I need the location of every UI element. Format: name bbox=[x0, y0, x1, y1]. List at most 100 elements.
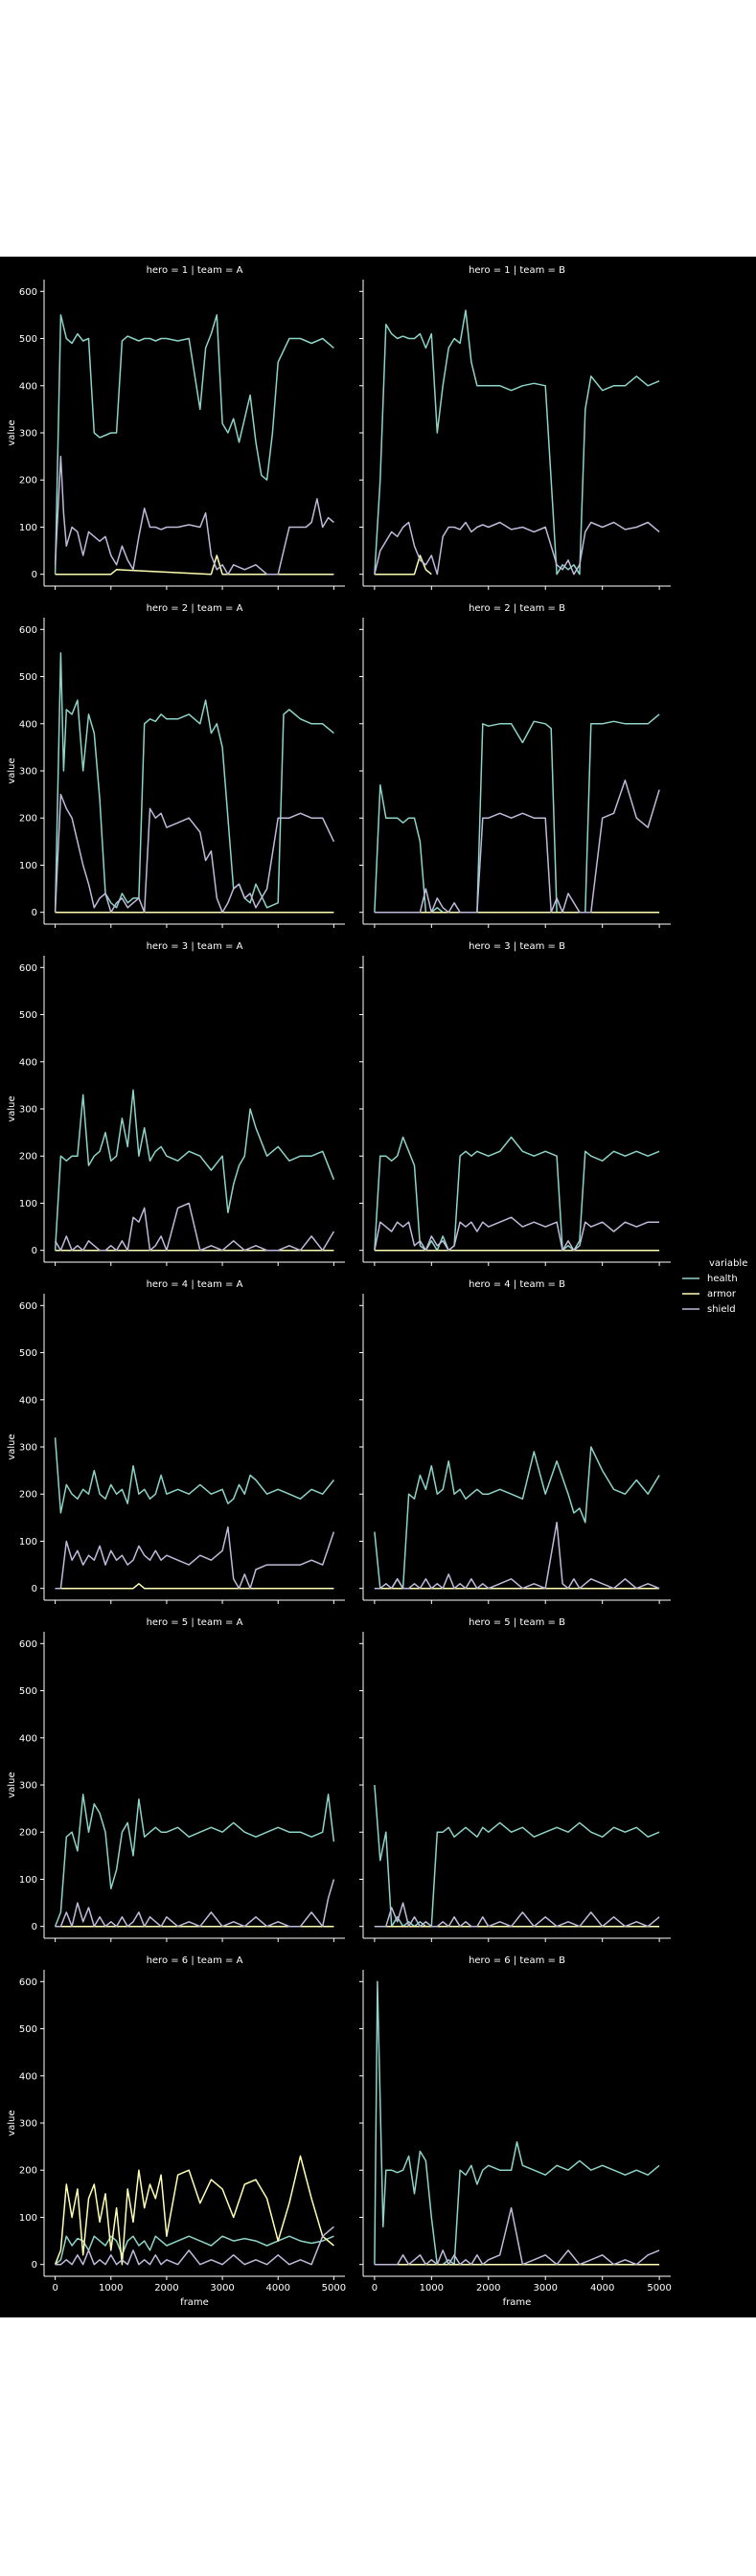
panel-1-B-shield-line bbox=[374, 521, 660, 576]
panel-2-A-shield-line bbox=[54, 793, 335, 914]
panel-3-B-health-line bbox=[374, 1136, 660, 1252]
panel-3-A-title: hero = 3 | team = A bbox=[147, 941, 243, 952]
y-tick-label: 500 bbox=[19, 1010, 37, 1021]
x-tick-label: 3000 bbox=[210, 2283, 234, 2294]
panel-3-B-title: hero = 3 | team = B bbox=[469, 941, 565, 952]
y-tick-label: 0 bbox=[32, 1246, 37, 1256]
panel-6-B-health-line bbox=[374, 1980, 660, 2266]
y-tick-label: 400 bbox=[19, 381, 37, 392]
panel-6-B-shield-line bbox=[374, 2206, 660, 2266]
x-axis-label: frame bbox=[180, 2297, 209, 2308]
y-tick-label: 200 bbox=[19, 1828, 37, 1839]
y-tick-label: 500 bbox=[19, 1348, 37, 1359]
y-tick-label: 100 bbox=[19, 1199, 37, 1209]
y-tick-label: 600 bbox=[19, 1301, 37, 1312]
x-tick-label: 2000 bbox=[476, 2283, 500, 2294]
y-tick-label: 500 bbox=[19, 1686, 37, 1697]
y-tick-label: 200 bbox=[19, 2166, 37, 2177]
y-axis-label: value bbox=[7, 1096, 17, 1121]
x-tick-label: 4000 bbox=[590, 2283, 614, 2294]
panel-4-B-health-line bbox=[374, 1446, 660, 1590]
panel-2-B-shield-line bbox=[374, 780, 660, 914]
y-tick-label: 100 bbox=[19, 861, 37, 871]
panel-6-A-health-line bbox=[55, 2235, 334, 2266]
y-tick-label: 100 bbox=[19, 523, 37, 533]
y-tick-label: 500 bbox=[19, 334, 37, 345]
y-tick-label: 500 bbox=[19, 672, 37, 683]
y-tick-label: 200 bbox=[19, 814, 37, 825]
x-tick-label: 1000 bbox=[99, 2283, 123, 2294]
panel-2-B-title: hero = 2 | team = B bbox=[469, 603, 565, 614]
panel-5-B-health-line bbox=[374, 1784, 660, 1928]
panel-4-A-shield-line bbox=[55, 1525, 335, 1590]
legend-label-health: health bbox=[707, 1274, 738, 1284]
y-tick-label: 0 bbox=[32, 1584, 37, 1594]
y-tick-label: 400 bbox=[19, 1395, 37, 1406]
panel-6-A-title: hero = 6 | team = A bbox=[147, 1955, 243, 1966]
y-tick-label: 400 bbox=[19, 1733, 37, 1744]
x-tick-label: 0 bbox=[372, 2283, 378, 2294]
panel-4-A-health-line bbox=[54, 1437, 334, 1514]
y-tick-label: 200 bbox=[19, 1490, 37, 1501]
panel-2-B-health-line bbox=[374, 713, 660, 914]
panel-1-B-title: hero = 1 | team = B bbox=[469, 265, 565, 276]
panel-2-A-health-line bbox=[54, 652, 334, 913]
panel-5-A-title: hero = 5 | team = A bbox=[147, 1617, 243, 1628]
y-tick-label: 400 bbox=[19, 719, 37, 730]
y-tick-label: 600 bbox=[19, 1977, 37, 1988]
panel-1-A-shield-line bbox=[54, 455, 334, 576]
panel-1-A-armor-line bbox=[55, 554, 334, 576]
panel-1-A-health-line bbox=[54, 314, 334, 575]
x-tick-label: 2000 bbox=[154, 2283, 178, 2294]
y-tick-label: 0 bbox=[32, 908, 37, 918]
y-tick-label: 100 bbox=[19, 1875, 37, 1886]
y-tick-label: 100 bbox=[19, 1537, 37, 1548]
y-tick-label: 400 bbox=[19, 1057, 37, 1068]
x-tick-label: 1000 bbox=[420, 2283, 444, 2294]
y-tick-label: 200 bbox=[19, 1152, 37, 1163]
y-tick-label: 0 bbox=[32, 1922, 37, 1932]
x-axis-label: frame bbox=[503, 2297, 532, 2308]
legend-label-armor: armor bbox=[707, 1289, 737, 1299]
y-tick-label: 0 bbox=[32, 570, 37, 580]
x-tick-label: 4000 bbox=[265, 2283, 289, 2294]
y-tick-label: 300 bbox=[19, 767, 37, 778]
y-axis-label: value bbox=[7, 419, 17, 445]
panel-5-A-health-line bbox=[54, 1794, 335, 1927]
legend-title: variable bbox=[709, 1258, 747, 1269]
y-axis-label: value bbox=[7, 2110, 17, 2135]
panel-4-A-armor-line bbox=[55, 1583, 334, 1590]
x-tick-label: 0 bbox=[52, 2283, 57, 2294]
panel-5-B-shield-line bbox=[374, 1902, 660, 1928]
y-tick-label: 100 bbox=[19, 2213, 37, 2224]
panel-6-B-title: hero = 6 | team = B bbox=[469, 1955, 565, 1966]
y-axis-label: value bbox=[7, 1772, 17, 1797]
y-tick-label: 600 bbox=[19, 1639, 37, 1650]
panel-3-A-health-line bbox=[54, 1089, 335, 1251]
panel-6-A-shield-line bbox=[55, 2226, 334, 2266]
y-tick-label: 300 bbox=[19, 1781, 37, 1792]
panel-4-B-title: hero = 4 | team = B bbox=[469, 1279, 565, 1290]
x-tick-label: 3000 bbox=[533, 2283, 557, 2294]
y-tick-label: 300 bbox=[19, 1443, 37, 1454]
panel-6-A-armor-line bbox=[54, 2155, 334, 2266]
panel-5-A-shield-line bbox=[55, 1879, 335, 1928]
panel-3-A-shield-line bbox=[54, 1202, 335, 1252]
panel-4-B-shield-line bbox=[374, 1522, 660, 1590]
y-tick-label: 300 bbox=[19, 429, 37, 440]
facet-grid-chart: hero = 1 | team = A 0 100 200 300 400 500 600 va… bbox=[7, 265, 747, 2308]
y-axis-label: value bbox=[7, 1434, 17, 1459]
y-tick-label: 600 bbox=[19, 963, 37, 974]
x-tick-label: 5000 bbox=[647, 2283, 671, 2294]
panel-3-B-shield-line bbox=[374, 1216, 660, 1252]
panel-5-B-title: hero = 5 | team = B bbox=[469, 1617, 565, 1628]
y-tick-label: 0 bbox=[32, 2260, 37, 2271]
y-tick-label: 600 bbox=[19, 287, 37, 298]
panel-1-B-armor-line bbox=[374, 554, 432, 576]
panel-1-A-title: hero = 1 | team = A bbox=[147, 265, 243, 276]
y-tick-label: 600 bbox=[19, 625, 37, 636]
y-tick-label: 300 bbox=[19, 2119, 37, 2130]
panel-2-A-title: hero = 2 | team = A bbox=[147, 603, 243, 614]
x-tick-label: 5000 bbox=[322, 2283, 346, 2294]
panel-4-A-title: hero = 4 | team = A bbox=[147, 1279, 243, 1290]
